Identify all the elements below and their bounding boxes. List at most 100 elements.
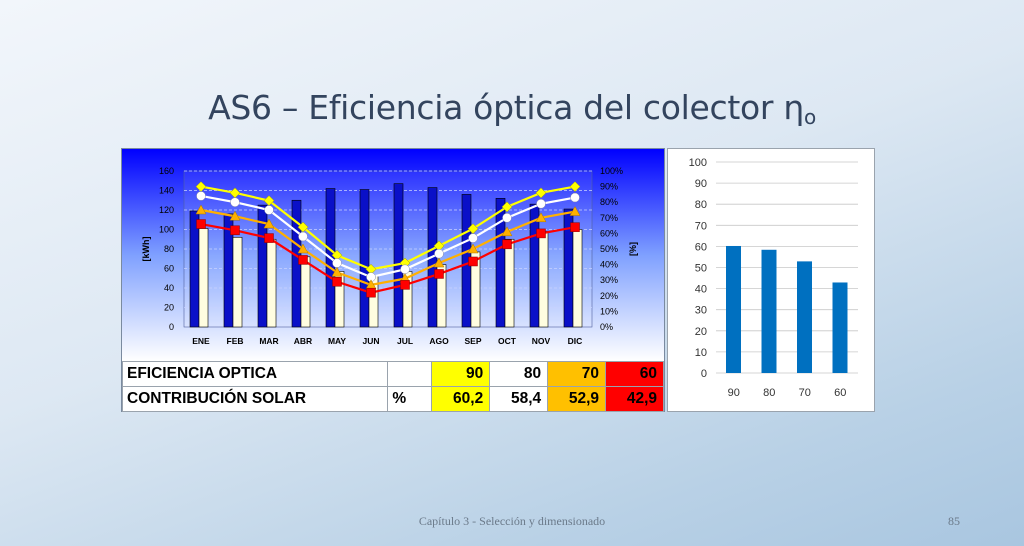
y-axis-label: [kWh]: [141, 237, 151, 262]
line-point: [332, 277, 342, 287]
series-line: [200, 185, 576, 271]
line-point: [535, 187, 547, 199]
y-tick-label: 70: [695, 220, 707, 232]
line-point: [298, 255, 308, 265]
bar-solar: [198, 228, 209, 328]
x-tick-label: ENE: [192, 336, 210, 346]
x-tick-label: JUN: [362, 336, 379, 346]
y-tick-label: 140: [159, 186, 174, 196]
y-tick-label: 60: [695, 241, 707, 253]
y-tick-label: 0: [701, 368, 707, 380]
line-point: [501, 226, 513, 237]
bar-demand: [359, 189, 370, 328]
table-row-unit: [387, 361, 433, 387]
y2-tick-label: 90%: [600, 182, 618, 192]
x-tick-label: 80: [763, 387, 775, 399]
y-tick-label: 60: [164, 264, 174, 274]
y2-tick-label: 10%: [600, 306, 618, 316]
y-tick-label: 30: [695, 305, 707, 317]
y-tick-label: 80: [164, 244, 174, 254]
contribution-bar-chart: 0 10 20 30 40 50 60 70 80 90 100 90 80 70 60: [689, 157, 858, 399]
x-tick-label: AGO: [429, 336, 449, 346]
y-tick-label: 90: [695, 178, 707, 190]
line-point: [230, 225, 240, 236]
y-tick-label: 100: [159, 225, 174, 235]
bar-solar: [300, 256, 311, 328]
line-point: [468, 256, 478, 267]
line-point: [230, 197, 240, 207]
x-tick-label: MAR: [259, 336, 278, 346]
table-cell: 90: [431, 361, 491, 387]
bar-demand: [393, 183, 404, 328]
line-point: [434, 269, 444, 279]
x-tick-label: ABR: [294, 336, 312, 346]
line-point: [570, 192, 580, 203]
bar-solar: [232, 237, 243, 328]
y-tick-label: 20: [695, 326, 707, 338]
bar-solar: [572, 229, 583, 328]
line-point: [298, 231, 308, 242]
slide-title: AS6 – Eficiencia óptica del colector ηo: [0, 88, 1024, 129]
bar: [832, 282, 848, 373]
y-tick-label: 80: [695, 199, 707, 211]
x-tick-label: 90: [728, 387, 740, 399]
line-point: [196, 191, 206, 201]
x-tick-label: JUL: [397, 336, 413, 346]
line-point: [569, 206, 581, 216]
x-tick-label: SEP: [464, 336, 481, 346]
table-row-label: EFICIENCIA OPTICA: [121, 361, 389, 387]
line-point: [331, 266, 343, 277]
line-point: [297, 243, 309, 254]
line-point: [501, 201, 513, 213]
y-tick-label: 100: [689, 157, 707, 169]
line-point: [536, 228, 546, 239]
efficiency-table: EFICIENCIA OPTICA 90 80 70 60 CONTRIBUCI…: [121, 361, 664, 412]
line-point: [433, 257, 445, 268]
table-row-unit: %: [387, 386, 433, 412]
table-row-label: CONTRIBUCIÓN SOLAR: [121, 386, 389, 412]
series-line: [200, 208, 576, 287]
bar: [726, 245, 741, 373]
line-point: [264, 205, 274, 215]
line-point: [195, 204, 207, 215]
bar-solar: [266, 238, 277, 328]
y2-tick-label: 40%: [600, 260, 618, 270]
y-tick-label: 160: [159, 166, 174, 176]
table-cell: 70: [547, 361, 607, 387]
y2-tick-label: 20%: [600, 291, 618, 301]
table-cell: 52,9: [547, 386, 607, 412]
page-number: 85: [948, 514, 960, 528]
bar-solar: [504, 238, 515, 328]
y-tick-label: 20: [164, 303, 174, 313]
line-point: [400, 264, 410, 275]
slide-title-subscript: o: [803, 105, 816, 129]
bar-solar: [538, 231, 549, 328]
y2-axis-label: [%]: [628, 242, 638, 256]
x-tick-label: FEB: [227, 336, 244, 346]
footer-text: Capítulo 3 - Selección y dimensionado: [418, 514, 606, 528]
monthly-energy-chart: 0 20 40 60 80 100 120 140 160 0% 10% 20% 30% 40% 50% 60…: [122, 149, 664, 361]
x-tick-label: NOV: [532, 336, 551, 346]
y2-tick-label: 50%: [600, 244, 618, 254]
y-tick-label: 40: [695, 284, 707, 296]
y-tick-label: 0: [169, 322, 174, 332]
y2-tick-label: 100%: [600, 166, 623, 176]
line-point: [536, 199, 546, 209]
bar: [761, 249, 777, 373]
x-tick-label: 60: [834, 387, 846, 399]
y-tick-label: 40: [164, 283, 174, 293]
line-point: [332, 258, 342, 268]
monthly-chart-panel: 0 20 40 60 80 100 120 140 160 0% 10% 20% 30% 40% 50% 60…: [121, 148, 665, 412]
table-cell: 42,9: [605, 386, 664, 412]
table-cell: 60,2: [431, 386, 491, 412]
line-point: [400, 280, 410, 290]
line-point: [434, 248, 444, 259]
y2-tick-label: 80%: [600, 197, 618, 207]
line-point: [468, 233, 478, 243]
line-point: [535, 212, 547, 223]
table-row-solar-contribution: CONTRIBUCIÓN SOLAR % 60,2 58,4 52,9 42,9: [121, 386, 664, 412]
table-row-efficiency: EFICIENCIA OPTICA 90 80 70 60: [121, 361, 664, 387]
y-tick-label: 120: [159, 205, 174, 215]
line-point: [467, 243, 479, 254]
line-point: [502, 213, 512, 223]
